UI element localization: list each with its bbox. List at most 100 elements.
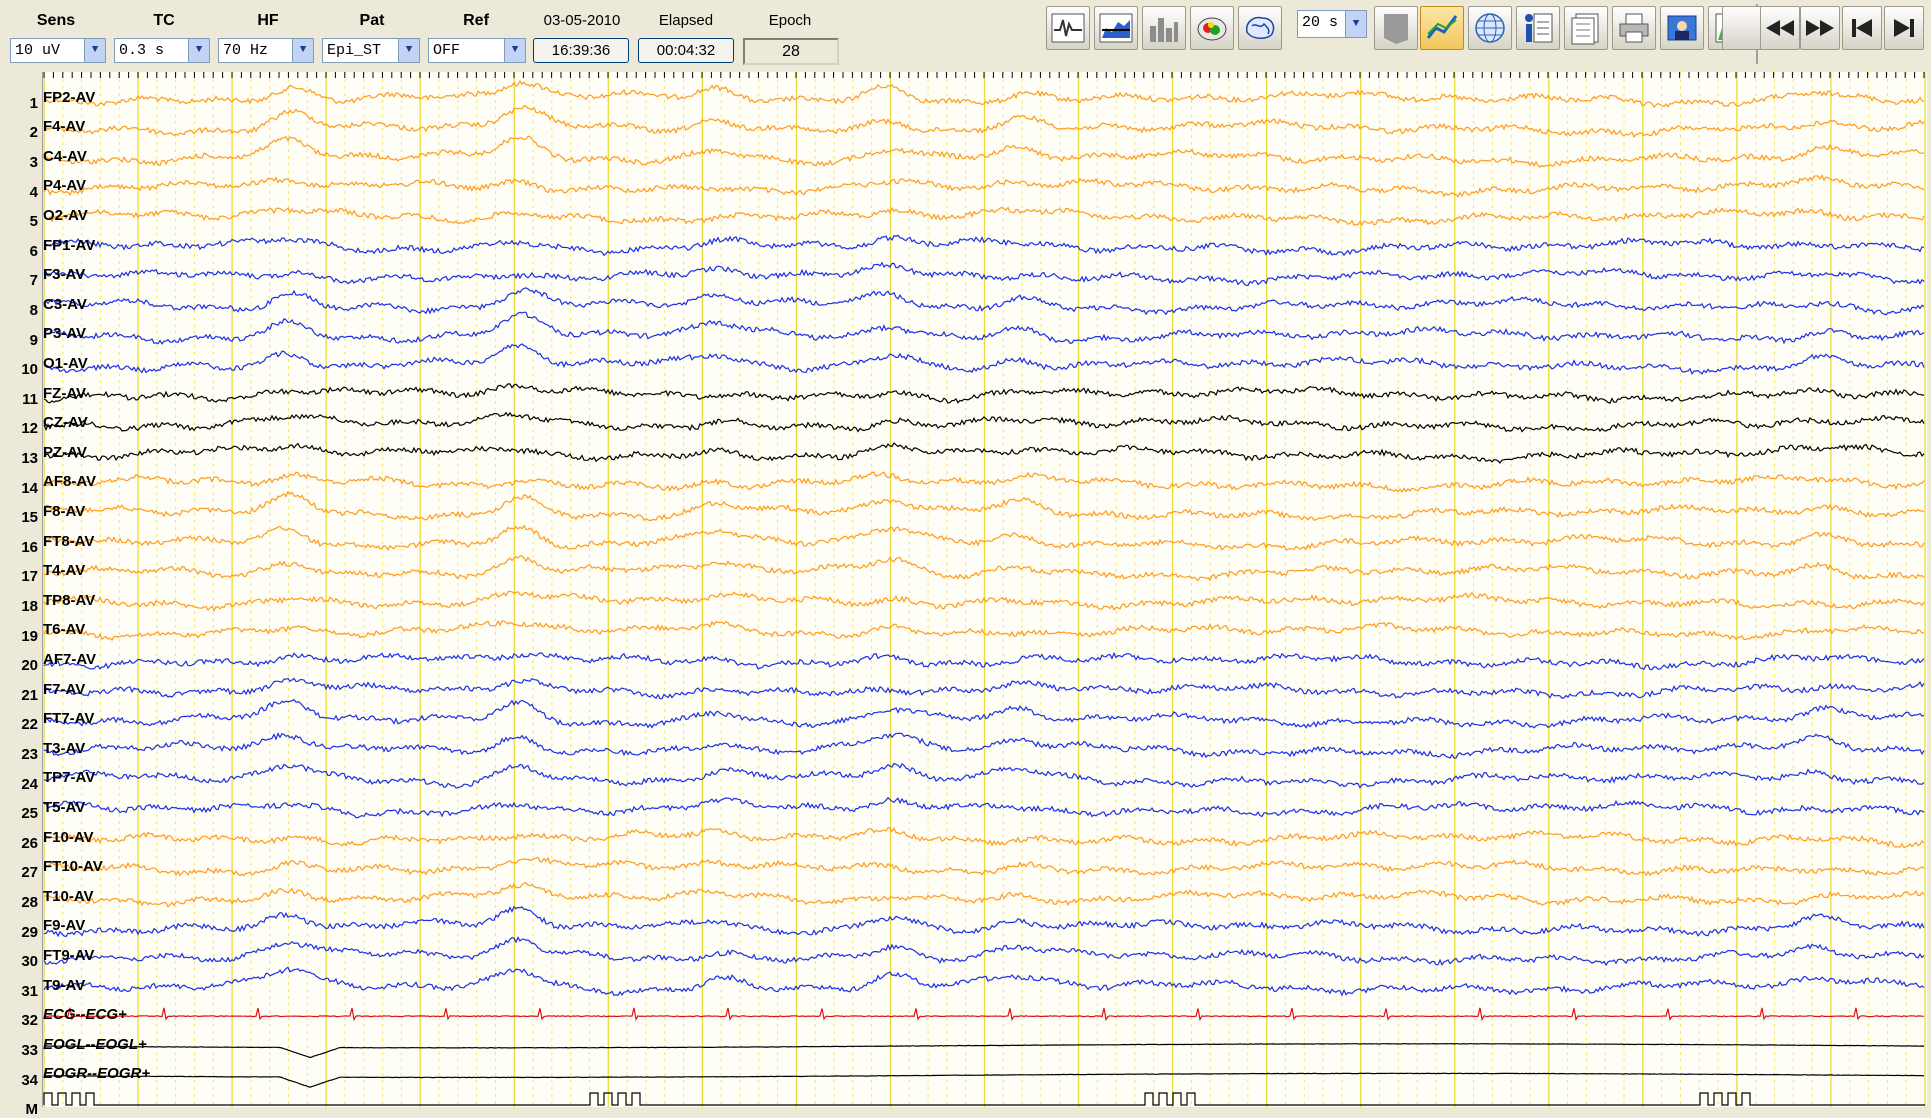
- channel-label[interactable]: T9-AV: [43, 976, 86, 994]
- skip-end-icon: [1894, 19, 1914, 37]
- pat-label: Pat: [359, 12, 385, 29]
- chevron-down-icon[interactable]: ▼: [504, 39, 525, 62]
- eeg-trace: [43, 619, 1925, 642]
- page-duration-select[interactable]: 20 s ▼: [1297, 10, 1367, 38]
- report-button[interactable]: [1564, 6, 1608, 50]
- channel-label[interactable]: T3-AV: [43, 739, 86, 757]
- chevron-down-icon[interactable]: ▼: [398, 39, 419, 62]
- fast-forward-icon: [1806, 20, 1834, 36]
- channel-label[interactable]: EOGL--EOGL+: [43, 1035, 147, 1053]
- channel-label[interactable]: TP7-AV: [43, 769, 96, 787]
- grid-globe-icon: [1475, 13, 1505, 43]
- channel-number: 21: [21, 686, 38, 704]
- channel-label[interactable]: C3-AV: [43, 295, 87, 313]
- channel-label[interactable]: ECG--ECG+: [43, 1006, 127, 1024]
- channel-label[interactable]: T5-AV: [43, 799, 86, 816]
- eeg-trace-canvas[interactable]: [0, 72, 1931, 1107]
- channel-label[interactable]: F8-AV: [43, 503, 86, 520]
- date-control: 03-05-2010: [530, 0, 634, 72]
- channel-number: 11: [22, 390, 38, 408]
- channel-label[interactable]: TP8-AV: [43, 591, 96, 609]
- channel-number: 19: [21, 627, 38, 645]
- channel-label[interactable]: C4-AV: [43, 147, 87, 165]
- eeg-trace: [43, 1042, 1925, 1059]
- trend-button[interactable]: [1420, 6, 1464, 50]
- spectrum-button[interactable]: [1094, 6, 1138, 50]
- pat-select[interactable]: Epi_ST ▼: [322, 38, 420, 63]
- channel-label[interactable]: FZ-AV: [43, 384, 87, 402]
- channel-number: 18: [21, 598, 38, 616]
- channel-label[interactable]: CZ-AV: [43, 414, 88, 432]
- eeg-trace: [43, 1007, 1925, 1022]
- channel-label[interactable]: PZ-AV: [43, 443, 87, 461]
- eeg-display[interactable]: 1 2 3 4 5 6 7 8 9 10 11 12 13 14 15 16 17 18 19 20 21 22 23 24 2…: [0, 72, 1931, 1118]
- waveform-button[interactable]: [1046, 6, 1090, 50]
- channel-label[interactable]: T10-AV: [43, 887, 94, 905]
- eeg-trace: [43, 261, 1925, 287]
- eeg-trace: [43, 234, 1925, 257]
- eeg-trace: [43, 966, 1925, 997]
- channel-label[interactable]: EOGR--EOGR+: [43, 1065, 151, 1083]
- sens-value: 10 uV: [15, 42, 61, 59]
- channel-label[interactable]: F3-AV: [43, 266, 86, 284]
- epoch-control: Epoch: [740, 0, 840, 72]
- chevron-down-icon[interactable]: ▼: [188, 39, 209, 62]
- channel-label[interactable]: FT10-AV: [43, 858, 103, 876]
- skip-start-button[interactable]: [1842, 6, 1882, 50]
- hf-select[interactable]: 70 Hz ▼: [218, 38, 314, 63]
- patient-info-button[interactable]: [1516, 6, 1560, 50]
- histogram-button[interactable]: [1142, 6, 1186, 50]
- ref-select[interactable]: OFF ▼: [428, 38, 526, 63]
- chevron-down-icon[interactable]: ▼: [84, 39, 105, 62]
- spectrum-icon: [1099, 13, 1133, 43]
- eeg-trace: [43, 287, 1925, 316]
- eeg-trace: [43, 590, 1925, 612]
- channel-label[interactable]: O2-AV: [43, 207, 88, 224]
- photo-button[interactable]: [1660, 6, 1704, 50]
- rewind-button[interactable]: [1760, 6, 1800, 50]
- scrollbar-strip[interactable]: [1927, 72, 1931, 1107]
- channel-number: 25: [21, 805, 38, 823]
- epoch-display: 28: [743, 38, 839, 65]
- eeg-trace: [43, 677, 1925, 700]
- channel-number: 10: [21, 361, 38, 379]
- channel-label[interactable]: P3-AV: [43, 325, 87, 343]
- channel-label[interactable]: FT9-AV: [43, 947, 95, 964]
- eeg-trace: [43, 882, 1925, 908]
- print-icon: [1619, 13, 1649, 43]
- time-display: 16:39:36: [533, 38, 629, 63]
- chevron-down-icon[interactable]: ▼: [292, 39, 313, 62]
- eeg-trace: [43, 826, 1925, 849]
- channel-label[interactable]: F9-AV: [43, 917, 86, 935]
- head-map-button[interactable]: [1190, 6, 1234, 50]
- channel-label[interactable]: AF7-AV: [43, 651, 97, 668]
- channel-label[interactable]: F10-AV: [43, 828, 94, 846]
- channel-label[interactable]: FP1-AV: [43, 236, 96, 254]
- tc-select[interactable]: 0.3 s ▼: [114, 38, 210, 63]
- marker-button[interactable]: [1374, 6, 1418, 50]
- grid-globe-button[interactable]: [1468, 6, 1512, 50]
- channel-label[interactable]: FT8-AV: [43, 532, 95, 550]
- print-button[interactable]: [1612, 6, 1656, 50]
- pat-control: Pat: [320, 0, 424, 72]
- channel-number: 15: [21, 509, 38, 527]
- brain-button[interactable]: [1238, 6, 1282, 50]
- channel-label[interactable]: O1-AV: [43, 355, 88, 372]
- eeg-trace: [43, 135, 1925, 168]
- channel-label[interactable]: F7-AV: [43, 680, 86, 698]
- skip-end-button[interactable]: [1884, 6, 1924, 50]
- channel-label[interactable]: FT7-AV: [43, 710, 95, 728]
- channel-number: 13: [21, 450, 38, 468]
- histogram-icon: [1150, 18, 1178, 42]
- channel-label[interactable]: AF8-AV: [43, 473, 97, 491]
- channel-label[interactable]: P4-AV: [43, 177, 87, 195]
- channel-label[interactable]: T6-AV: [43, 621, 86, 639]
- fast-forward-button[interactable]: [1800, 6, 1840, 50]
- channel-label[interactable]: FP2-AV: [43, 88, 96, 106]
- brain-icon: [1245, 16, 1275, 39]
- sens-select[interactable]: 10 uV ▼: [10, 38, 106, 63]
- eeg-trace: [43, 1092, 1925, 1106]
- channel-label[interactable]: F4-AV: [43, 118, 86, 136]
- channel-label[interactable]: T4-AV: [43, 562, 86, 580]
- chevron-down-icon[interactable]: ▼: [1345, 11, 1366, 37]
